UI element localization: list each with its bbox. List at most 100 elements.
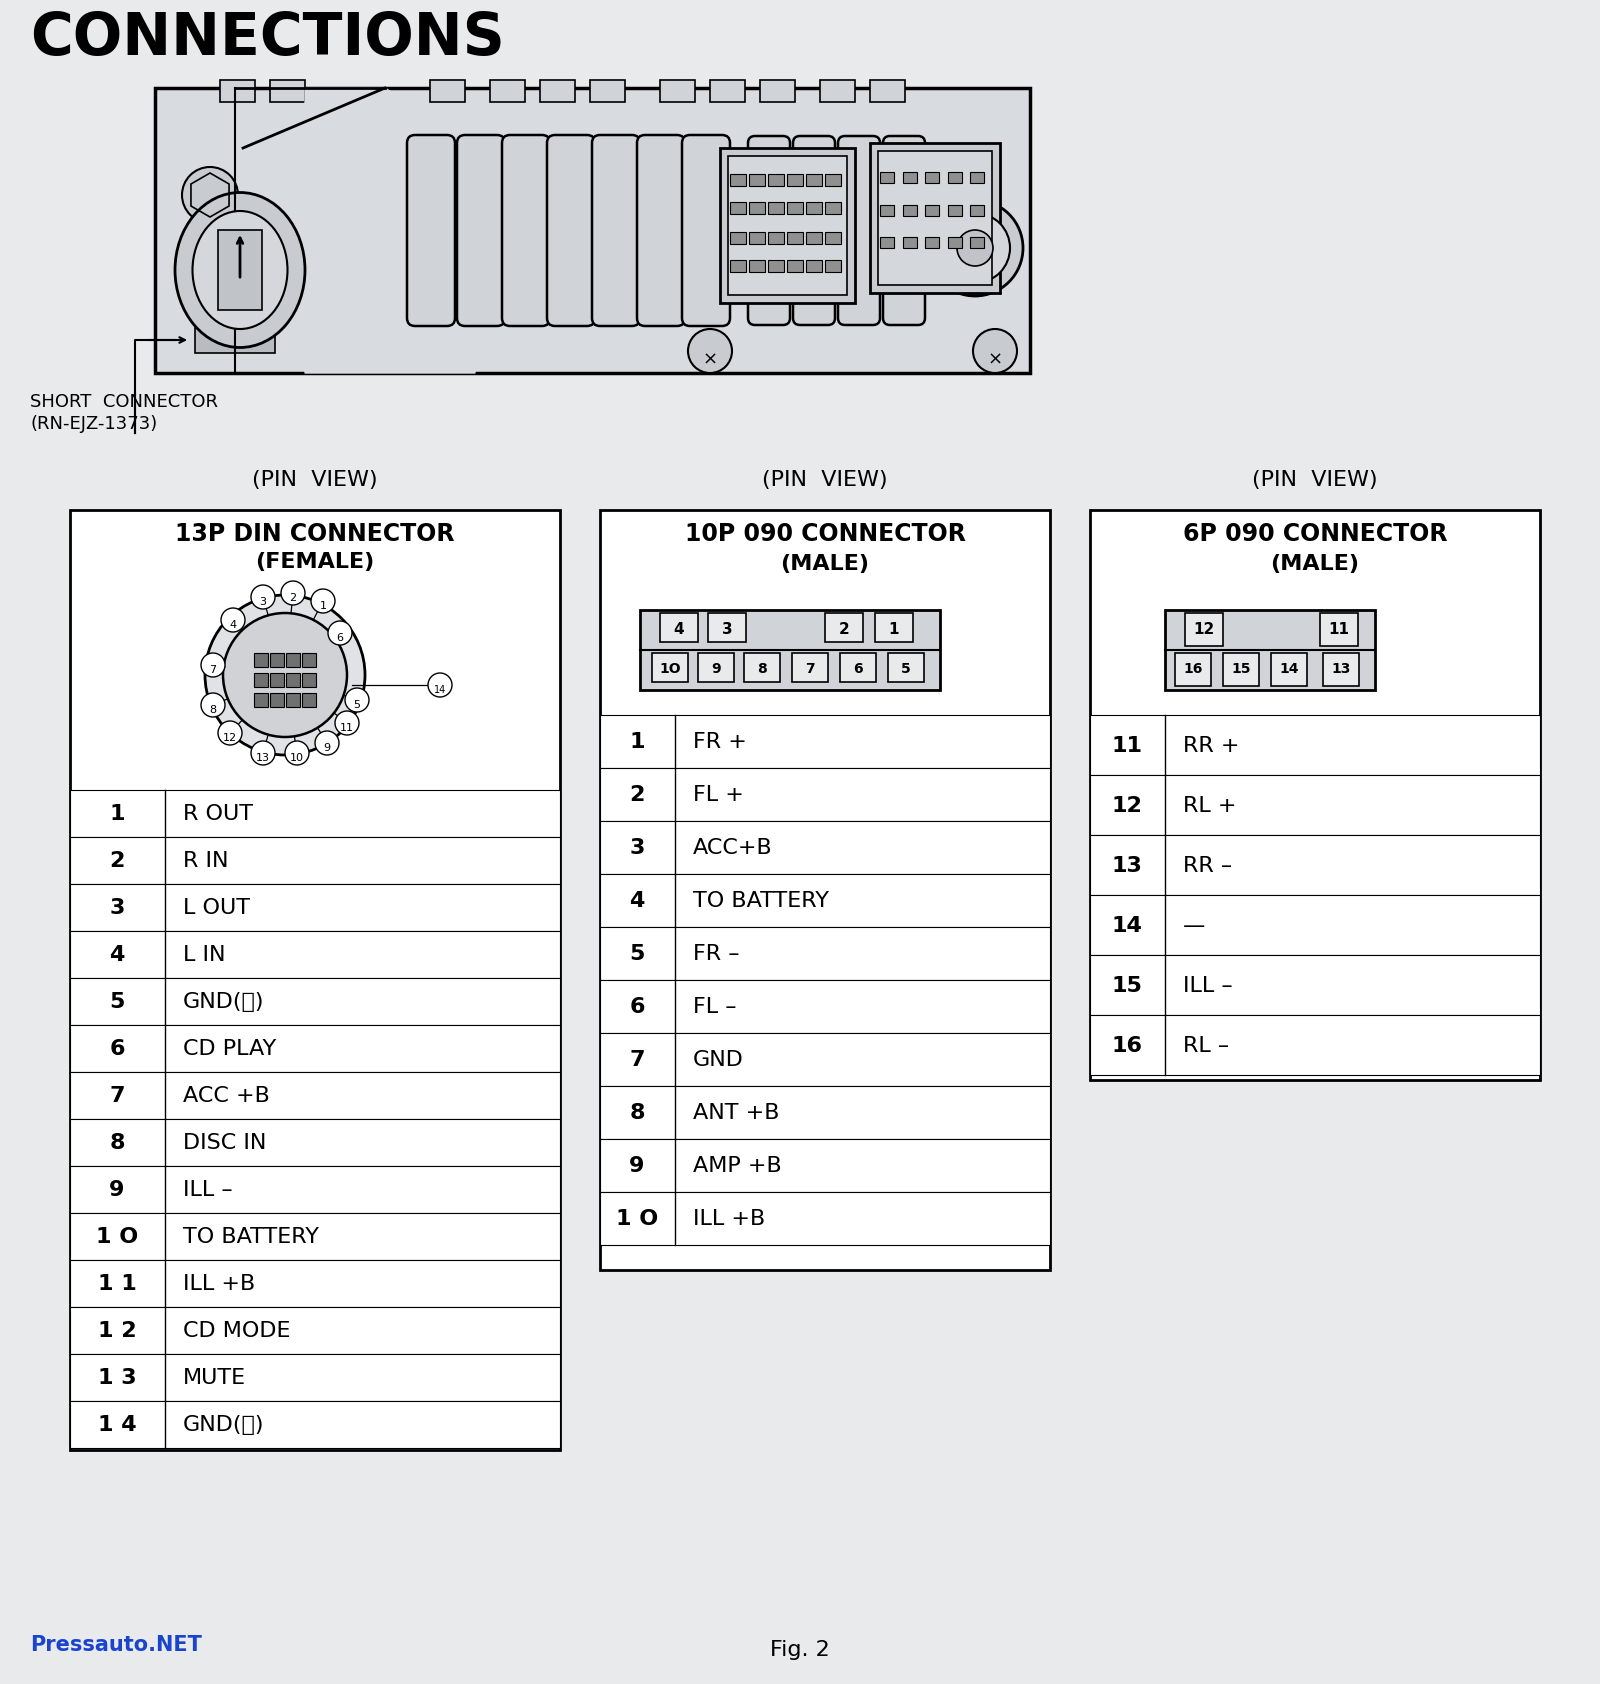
- Bar: [653, 653, 688, 682]
- Text: (MALE): (MALE): [1270, 554, 1360, 574]
- FancyBboxPatch shape: [547, 135, 595, 327]
- Bar: [749, 173, 765, 185]
- Circle shape: [957, 231, 994, 266]
- Text: 8: 8: [210, 706, 216, 716]
- Text: ILL +B: ILL +B: [182, 1275, 256, 1293]
- Text: 8: 8: [109, 1133, 125, 1154]
- Text: 12: 12: [1194, 623, 1214, 638]
- Bar: [302, 694, 317, 707]
- Bar: [221, 81, 254, 103]
- Bar: [1090, 775, 1539, 835]
- Bar: [1090, 835, 1539, 894]
- Bar: [600, 768, 1050, 822]
- Bar: [600, 980, 1050, 1032]
- Bar: [1165, 610, 1374, 690]
- Text: 1: 1: [888, 621, 899, 637]
- Text: 1 O: 1 O: [96, 1228, 138, 1246]
- Bar: [925, 172, 939, 184]
- Text: 13: 13: [1331, 662, 1350, 675]
- Bar: [70, 1212, 560, 1260]
- Bar: [70, 884, 560, 931]
- Text: ANT +B: ANT +B: [693, 1103, 779, 1123]
- Bar: [826, 232, 842, 244]
- Bar: [826, 613, 862, 642]
- Text: ×: ×: [987, 350, 1003, 369]
- Bar: [600, 716, 1050, 768]
- FancyBboxPatch shape: [458, 135, 506, 327]
- Text: 11: 11: [339, 722, 354, 733]
- Bar: [710, 81, 746, 103]
- Bar: [70, 1307, 560, 1354]
- Text: GND: GND: [693, 1051, 744, 1069]
- Text: (RN-EJZ-1373): (RN-EJZ-1373): [30, 414, 157, 433]
- Text: 5: 5: [901, 662, 910, 675]
- Bar: [1090, 894, 1539, 955]
- Bar: [840, 653, 877, 682]
- Ellipse shape: [174, 192, 306, 347]
- Bar: [430, 81, 466, 103]
- Bar: [744, 653, 781, 682]
- Polygon shape: [306, 88, 475, 372]
- Bar: [70, 1401, 560, 1448]
- Text: RR +: RR +: [1182, 736, 1240, 756]
- Bar: [970, 172, 984, 184]
- Text: 4: 4: [229, 620, 237, 630]
- Bar: [878, 152, 992, 285]
- Text: Pressauto.NET: Pressauto.NET: [30, 1635, 202, 1655]
- Bar: [661, 613, 698, 642]
- Text: 1O: 1O: [659, 662, 682, 675]
- Bar: [1090, 1015, 1539, 1074]
- Text: 6: 6: [629, 997, 645, 1017]
- Text: 13: 13: [256, 753, 270, 763]
- Text: 2: 2: [629, 785, 645, 805]
- Text: 2: 2: [838, 621, 850, 637]
- Text: 9: 9: [629, 1155, 645, 1175]
- Circle shape: [182, 167, 238, 222]
- Text: ILL +B: ILL +B: [693, 1209, 765, 1229]
- Bar: [286, 694, 301, 707]
- Text: 1 O: 1 O: [616, 1209, 658, 1229]
- Bar: [749, 232, 765, 244]
- Text: TO BATTERY: TO BATTERY: [182, 1228, 318, 1246]
- Bar: [880, 237, 894, 248]
- Circle shape: [328, 621, 352, 645]
- Bar: [195, 328, 275, 354]
- Text: 11: 11: [1328, 623, 1349, 638]
- Bar: [490, 81, 525, 103]
- Circle shape: [218, 721, 242, 744]
- Text: 15: 15: [1232, 662, 1251, 675]
- Text: 1 4: 1 4: [98, 1415, 136, 1435]
- Bar: [728, 157, 846, 295]
- FancyBboxPatch shape: [838, 136, 880, 325]
- Bar: [600, 510, 1050, 1270]
- Bar: [806, 173, 822, 185]
- Text: ×: ×: [702, 350, 717, 369]
- Bar: [254, 653, 269, 667]
- Text: (PIN  VIEW): (PIN VIEW): [1253, 470, 1378, 490]
- Circle shape: [346, 689, 370, 712]
- Text: CONNECTIONS: CONNECTIONS: [30, 10, 504, 67]
- Text: (FEMALE): (FEMALE): [256, 552, 374, 573]
- Bar: [70, 1118, 560, 1165]
- Text: 1: 1: [320, 601, 326, 611]
- Text: 14: 14: [1112, 916, 1142, 936]
- Bar: [590, 81, 626, 103]
- Text: 2: 2: [109, 850, 125, 871]
- Bar: [870, 81, 906, 103]
- Text: GND(大): GND(大): [182, 1415, 264, 1435]
- Text: 13: 13: [1112, 855, 1142, 876]
- Bar: [970, 237, 984, 248]
- Bar: [826, 173, 842, 185]
- Circle shape: [285, 741, 309, 765]
- Text: 3: 3: [629, 839, 645, 859]
- Text: RL –: RL –: [1182, 1036, 1229, 1056]
- Text: 1 2: 1 2: [98, 1320, 136, 1340]
- Text: ACC+B: ACC+B: [693, 839, 773, 859]
- Bar: [661, 81, 694, 103]
- Text: FL +: FL +: [693, 785, 744, 805]
- Bar: [749, 259, 765, 273]
- Text: Fig. 2: Fig. 2: [770, 1640, 830, 1660]
- Bar: [902, 237, 917, 248]
- FancyBboxPatch shape: [502, 135, 550, 327]
- Circle shape: [973, 328, 1018, 372]
